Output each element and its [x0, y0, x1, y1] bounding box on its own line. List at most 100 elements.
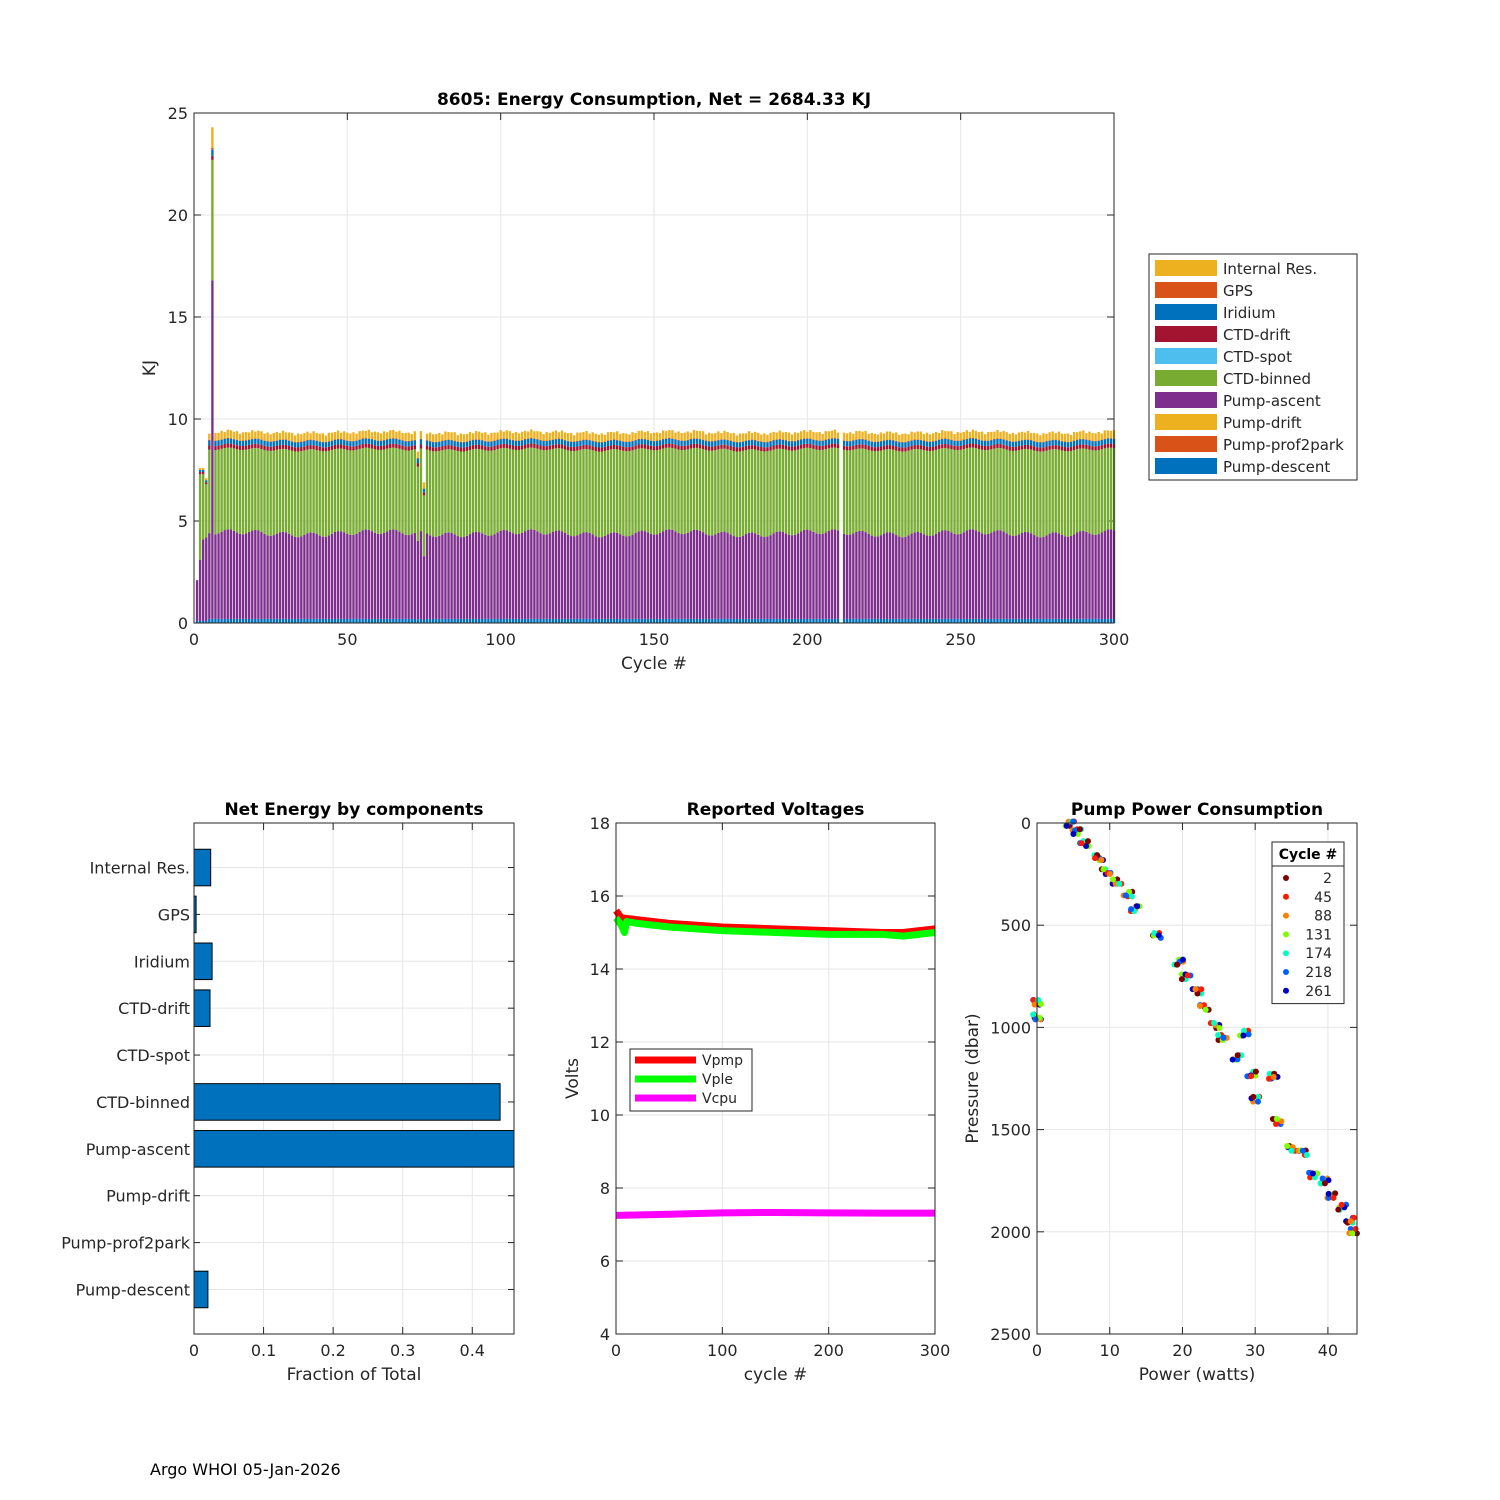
energy-bar-segment: [1002, 444, 1005, 449]
energy-bar-segment: [855, 531, 858, 619]
energy-bar-segment: [609, 431, 613, 440]
energy-bar-segment: [272, 618, 275, 623]
energy-legend-swatch: [1155, 370, 1217, 386]
energy-bar-segment: [833, 429, 837, 439]
voltages-legend-label: Vple: [702, 1072, 733, 1088]
energy-bar-segment: [913, 532, 916, 619]
energy-bar-segment: [1109, 529, 1113, 619]
energy-bar-segment: [579, 440, 582, 441]
energy-bar-segment: [266, 618, 269, 623]
energy-bar-segment: [953, 618, 956, 623]
energy-bar-segment: [284, 449, 288, 533]
energy-bar-segment: [336, 448, 340, 532]
energy-bar-segment: [934, 449, 938, 534]
voltages-lines: [613, 908, 936, 1219]
energy-bar-segment: [327, 535, 331, 619]
energy-bar-segment: [680, 440, 683, 441]
energy-bar-segment: [735, 435, 738, 442]
energy-bar-segment: [622, 618, 625, 623]
pump-point: [1335, 1206, 1342, 1213]
energy-bar-segment: [907, 434, 910, 442]
energy-bar-segment: [723, 531, 726, 619]
energy-bar-segment: [892, 440, 895, 441]
energy-bar-segment: [330, 618, 334, 623]
energy-bar-segment: [401, 440, 404, 441]
energy-bar-segment: [944, 530, 947, 619]
energy-bar-segment: [1039, 537, 1042, 619]
energy-bar-segment: [349, 618, 352, 623]
energy-bar-segment: [428, 450, 432, 536]
energy-bar-segment: [1045, 535, 1048, 619]
energy-bar-segment: [300, 536, 303, 619]
energy-bar-segment: [229, 618, 232, 623]
energy-bar-segment: [576, 450, 579, 536]
energy-bar-segment: [389, 438, 392, 439]
energy-bar-segment: [652, 440, 656, 442]
energy-bar-segment: [698, 439, 702, 445]
energy-bar-segment: [824, 439, 827, 441]
energy-bar-segment: [907, 618, 910, 623]
energy-bar-segment: [1085, 444, 1088, 449]
energy-bar-segment: [910, 440, 913, 441]
energy-bar-segment: [1039, 618, 1042, 623]
energy-bar-segment: [1079, 438, 1082, 440]
energy-bar-segment: [895, 440, 898, 442]
energy-bar-segment: [343, 431, 346, 440]
energy-bar-segment: [708, 441, 711, 447]
energy-bar-segment: [260, 449, 263, 533]
energy-bar-segment: [809, 444, 812, 449]
energy-bar-segment: [582, 532, 585, 619]
energy-bar-segment: [809, 448, 812, 531]
energy-bar-segment: [652, 432, 656, 441]
energy-bar-segment: [281, 439, 285, 445]
energy-legend-label: GPS: [1223, 282, 1253, 300]
energy-bar-segment: [582, 440, 585, 446]
energy-bar-segment: [775, 531, 778, 619]
voltages-y-tick-label: 8: [600, 1179, 610, 1198]
energy-x-tick-label: 50: [337, 630, 357, 649]
energy-bar-segment: [1097, 440, 1100, 446]
energy-bar-segment: [517, 440, 521, 441]
energy-bar-segment: [413, 431, 416, 440]
energy-bar-segment: [987, 449, 990, 534]
energy-bar-segment: [413, 439, 416, 441]
energy-bar-segment: [959, 440, 962, 446]
pump-legend-marker: [1283, 875, 1289, 881]
energy-bar-segment: [658, 445, 662, 450]
energy-bar-segment: [226, 438, 229, 444]
energy-bar-segment: [511, 433, 515, 440]
energy-bar-segment: [852, 445, 855, 450]
energy-y-tick-label: 15: [168, 308, 188, 327]
energy-bar-segment: [1106, 443, 1110, 448]
energy-bar-segment: [1097, 618, 1100, 623]
energy-bar-segment: [674, 439, 677, 445]
components-bar: [193, 1270, 209, 1309]
energy-bar-segment: [533, 431, 536, 439]
energy-bar-segment: [297, 537, 300, 619]
energy-y-tick-label: 20: [168, 206, 188, 225]
energy-bar-segment: [781, 444, 784, 449]
voltages-y-tick-label: 14: [590, 960, 610, 979]
energy-bar-segment: [787, 441, 791, 447]
energy-bar-segment: [925, 450, 929, 536]
energy-bar-segment: [514, 440, 518, 446]
energy-bar-segment: [1051, 618, 1054, 623]
energy-bar-segment: [885, 445, 889, 450]
energy-bar-segment: [361, 438, 364, 440]
pump-x-tick-label: 10: [1100, 1341, 1120, 1360]
energy-bar-segment: [278, 618, 282, 623]
energy-bar-segment: [539, 440, 542, 446]
energy-bar-segment: [846, 440, 849, 442]
energy-bar-segment: [392, 438, 395, 444]
energy-bar-segment: [821, 445, 824, 450]
energy-bar-segment: [925, 432, 929, 442]
energy-bar-segment: [441, 440, 444, 442]
energy-bar-segment: [732, 441, 735, 447]
energy-bar-segment: [1091, 440, 1094, 442]
energy-bar-segment: [214, 618, 217, 623]
energy-bar-segment: [643, 438, 646, 440]
energy-bar-segment: [591, 446, 594, 451]
energy-bar-segment: [226, 447, 229, 530]
energy-bar-segment: [487, 446, 490, 451]
energy-bar-segment: [1054, 433, 1057, 440]
